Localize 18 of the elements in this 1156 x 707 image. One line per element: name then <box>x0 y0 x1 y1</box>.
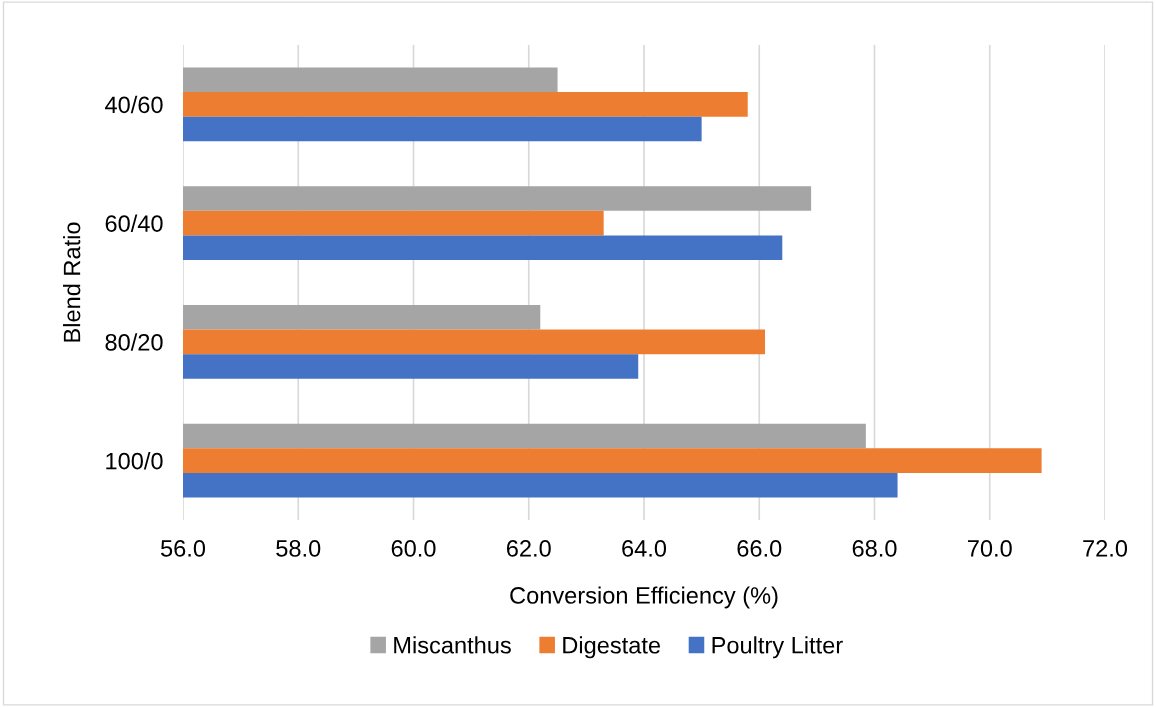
y-tick-label: 100/0 <box>106 452 163 470</box>
legend-label: Poultry Litter <box>712 636 843 659</box>
x-tick-label: 64.0 <box>622 540 667 557</box>
x-tick-label: 62.0 <box>506 540 551 557</box>
x-tick-label: 72.0 <box>1083 540 1128 557</box>
y-tick-label: 40/60 <box>105 95 163 114</box>
legend-label: Digestate <box>563 636 661 659</box>
x-tick-label: 60.0 <box>391 540 436 557</box>
legend-label: Miscanthus <box>394 636 511 654</box>
y-axis-title: Blend Ratio <box>63 222 81 342</box>
x-tick-label: 58.0 <box>276 540 321 557</box>
x-axis-title: Conversion Efficiency (%) <box>510 586 778 609</box>
y-tick-label: 60/40 <box>105 214 163 232</box>
y-tick-label: 80/20 <box>105 333 163 351</box>
x-tick-label: 56.0 <box>160 540 206 557</box>
x-tick-label: 70.0 <box>967 540 1012 557</box>
x-tick-label: 68.0 <box>852 540 897 557</box>
x-tick-label: 66.0 <box>737 540 782 557</box>
